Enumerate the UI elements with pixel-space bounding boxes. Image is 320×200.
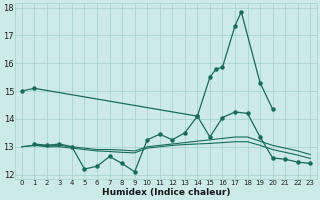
X-axis label: Humidex (Indice chaleur): Humidex (Indice chaleur) bbox=[102, 188, 230, 197]
